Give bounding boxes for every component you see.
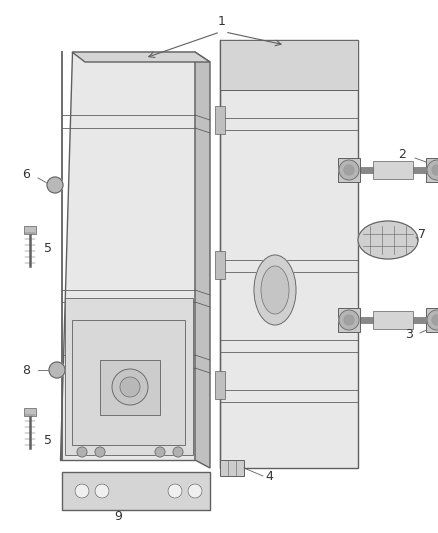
FancyBboxPatch shape <box>373 311 413 329</box>
FancyBboxPatch shape <box>24 226 36 234</box>
Text: 7: 7 <box>418 229 426 241</box>
Circle shape <box>427 160 438 180</box>
Circle shape <box>339 310 359 330</box>
Circle shape <box>95 447 105 457</box>
Text: 3: 3 <box>405 328 413 342</box>
Polygon shape <box>220 40 358 468</box>
FancyBboxPatch shape <box>338 308 360 332</box>
Circle shape <box>339 160 359 180</box>
Text: 6: 6 <box>22 168 30 182</box>
FancyBboxPatch shape <box>215 251 225 279</box>
Circle shape <box>49 362 65 378</box>
Text: 9: 9 <box>114 510 122 522</box>
Circle shape <box>112 369 148 405</box>
Circle shape <box>77 447 87 457</box>
Text: 2: 2 <box>398 149 406 161</box>
Circle shape <box>168 484 182 498</box>
FancyBboxPatch shape <box>373 161 413 179</box>
FancyBboxPatch shape <box>215 106 225 134</box>
Ellipse shape <box>254 255 296 325</box>
Polygon shape <box>100 360 160 415</box>
Circle shape <box>344 165 354 175</box>
FancyBboxPatch shape <box>426 158 438 182</box>
Text: 4: 4 <box>265 470 273 482</box>
Ellipse shape <box>358 221 418 259</box>
Polygon shape <box>65 298 193 455</box>
Circle shape <box>120 377 140 397</box>
Text: 5: 5 <box>44 433 52 447</box>
Circle shape <box>75 484 89 498</box>
FancyBboxPatch shape <box>426 308 438 332</box>
Circle shape <box>47 177 63 193</box>
FancyBboxPatch shape <box>215 371 225 399</box>
Ellipse shape <box>261 266 289 314</box>
FancyBboxPatch shape <box>338 158 360 182</box>
Circle shape <box>432 165 438 175</box>
Circle shape <box>155 447 165 457</box>
Polygon shape <box>72 52 210 62</box>
Polygon shape <box>60 52 195 460</box>
Text: 1: 1 <box>218 15 226 28</box>
Polygon shape <box>195 52 210 468</box>
Text: 5: 5 <box>44 241 52 254</box>
Circle shape <box>427 310 438 330</box>
Circle shape <box>344 315 354 325</box>
FancyBboxPatch shape <box>220 460 244 476</box>
Circle shape <box>432 315 438 325</box>
Text: 8: 8 <box>22 364 30 376</box>
Circle shape <box>173 447 183 457</box>
FancyBboxPatch shape <box>62 472 210 510</box>
Circle shape <box>188 484 202 498</box>
Polygon shape <box>72 320 185 445</box>
Polygon shape <box>220 40 358 90</box>
FancyBboxPatch shape <box>24 408 36 416</box>
Circle shape <box>95 484 109 498</box>
